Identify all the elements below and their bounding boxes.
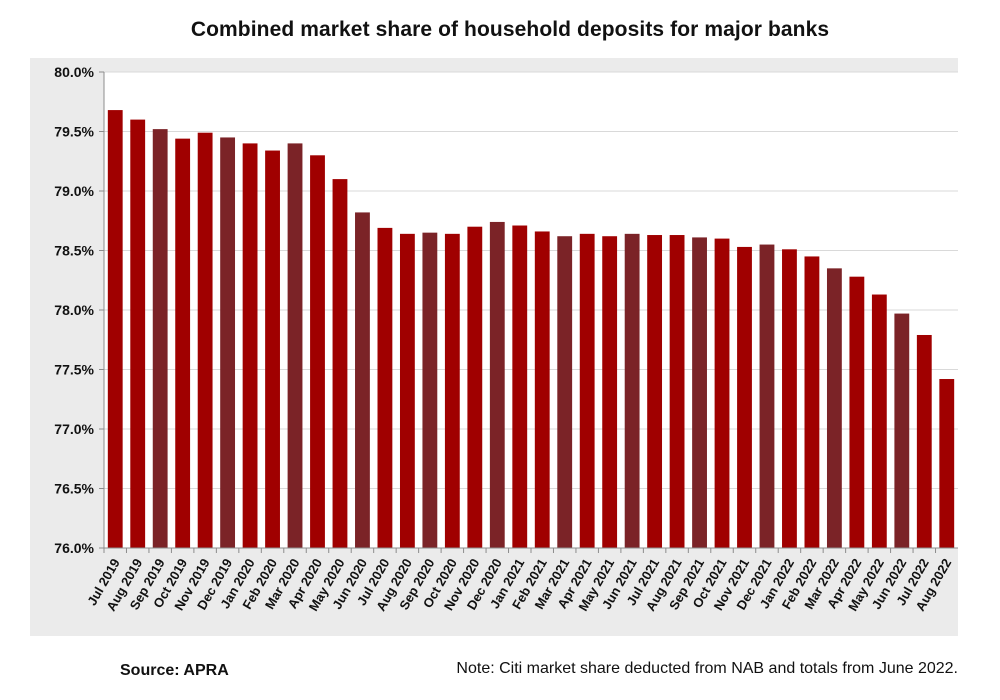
bar <box>894 313 910 548</box>
bar <box>714 238 730 548</box>
bar <box>422 232 438 548</box>
bar <box>692 237 707 548</box>
bar <box>647 235 663 548</box>
bar <box>871 294 887 548</box>
bar <box>534 231 550 548</box>
chart-title: Combined market share of household depos… <box>190 18 830 41</box>
bar <box>737 246 752 548</box>
bar <box>107 110 123 548</box>
bar <box>332 179 348 548</box>
bar <box>939 379 955 548</box>
bar <box>579 233 595 548</box>
y-tick-label: 80.0% <box>54 64 94 80</box>
footnote: Note: Citi market share deducted from NA… <box>456 660 958 677</box>
y-tick-label: 77.5% <box>54 362 94 378</box>
bar <box>602 236 618 548</box>
y-tick-label: 76.0% <box>54 540 94 556</box>
bar <box>197 132 213 548</box>
bar <box>152 129 168 548</box>
bar <box>467 226 483 548</box>
bar <box>624 233 640 548</box>
bar <box>130 119 146 548</box>
bar <box>242 143 258 548</box>
bar <box>804 256 820 548</box>
bar <box>355 212 370 549</box>
y-tick-label: 78.0% <box>54 302 94 318</box>
bar <box>557 236 573 548</box>
bar <box>175 138 191 548</box>
bar <box>444 233 460 548</box>
bar <box>399 233 415 548</box>
bar <box>310 155 325 549</box>
bar <box>220 137 236 548</box>
y-tick-label: 79.0% <box>54 183 94 199</box>
bar <box>849 276 865 548</box>
bar <box>265 150 280 549</box>
source-note: Source: APRA <box>120 662 229 679</box>
y-tick-label: 79.5% <box>54 124 94 140</box>
bar <box>377 227 393 548</box>
bar <box>287 143 303 548</box>
bar <box>782 249 797 548</box>
bar <box>489 221 505 548</box>
bar <box>512 225 528 548</box>
bar <box>669 235 685 548</box>
y-tick-label: 76.5% <box>54 481 94 497</box>
bar <box>759 244 775 549</box>
y-tick-label: 77.0% <box>54 421 94 437</box>
y-tick-label: 78.5% <box>54 243 94 259</box>
bar <box>826 268 842 548</box>
bar <box>916 334 932 548</box>
